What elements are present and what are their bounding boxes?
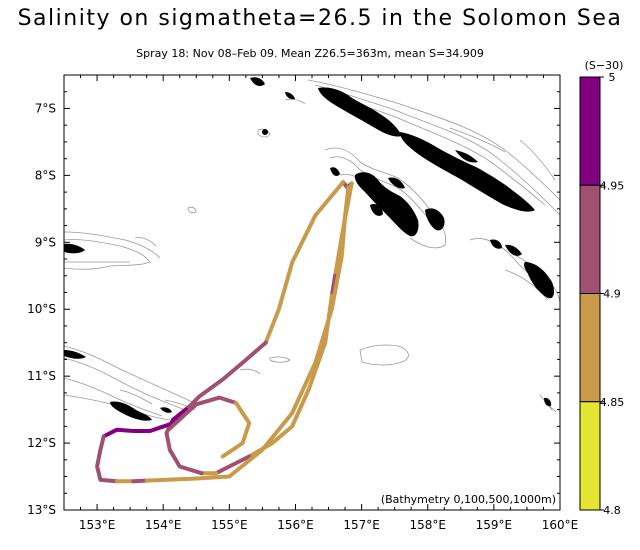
track-segment [220,400,252,459]
y-tick-label: 10°S [27,302,56,316]
colorbar-tick-label: 4.8 [603,504,621,517]
track-segment [263,180,346,345]
y-tick-label: 13°S [27,503,56,517]
track-segment [329,273,338,298]
x-tick-label: 159°E [476,518,513,532]
colorbar-bin [579,401,601,511]
y-tick-label: 11°S [27,369,56,383]
track-segment [144,185,351,483]
colorbar-bin [579,293,601,403]
glider-track [95,180,354,484]
colorbar-tick-label: 5 [609,71,616,84]
track-segment [95,434,119,484]
x-tick-label: 158°E [409,518,446,532]
map-subtitle: Spray 18: Nov 08–Feb 09. Mean Z26.5=363m… [136,47,484,60]
colorbar-bin [579,184,601,294]
landmasses [64,77,555,421]
colorbar-tick-label: 4.95 [600,179,625,192]
colorbar: (S−30) 5 4.95 4.9 4.85 4.8 [579,59,625,517]
track-segment [167,395,238,431]
track-segment [247,293,334,459]
y-tick-label: 12°S [27,436,56,450]
x-tick-label: 154°E [145,518,182,532]
colorbar-title: (S−30) [585,59,624,72]
map-title: Salinity on sigmatheta=26.5 in the Solom… [17,6,623,31]
map-axes: 153°E 154°E 155°E 156°E 157°E 158°E 159°E 160°E… [27,74,579,532]
colorbar-tick-label: 4.9 [603,288,621,301]
bathymetry-annotation: (Bathymetry 0,100,500,1000m) [381,493,556,506]
colorbar-bin [579,76,601,186]
y-tick-label: 8°S [35,168,56,182]
track-segment [184,340,268,412]
bathymetry-contours [64,79,560,421]
track-segment [214,454,252,476]
y-tick-label: 9°S [35,235,56,249]
x-tick-label: 160°E [542,518,579,532]
x-tick-label: 157°E [343,518,380,532]
y-tick-label: 7°S [35,101,56,115]
x-tick-label: 155°E [211,518,248,532]
x-tick-label: 153°E [79,518,116,532]
colorbar-tick-label: 4.85 [600,396,625,409]
x-tick-label: 156°E [277,518,314,532]
track-segment [131,478,149,484]
map-frame [63,74,561,511]
